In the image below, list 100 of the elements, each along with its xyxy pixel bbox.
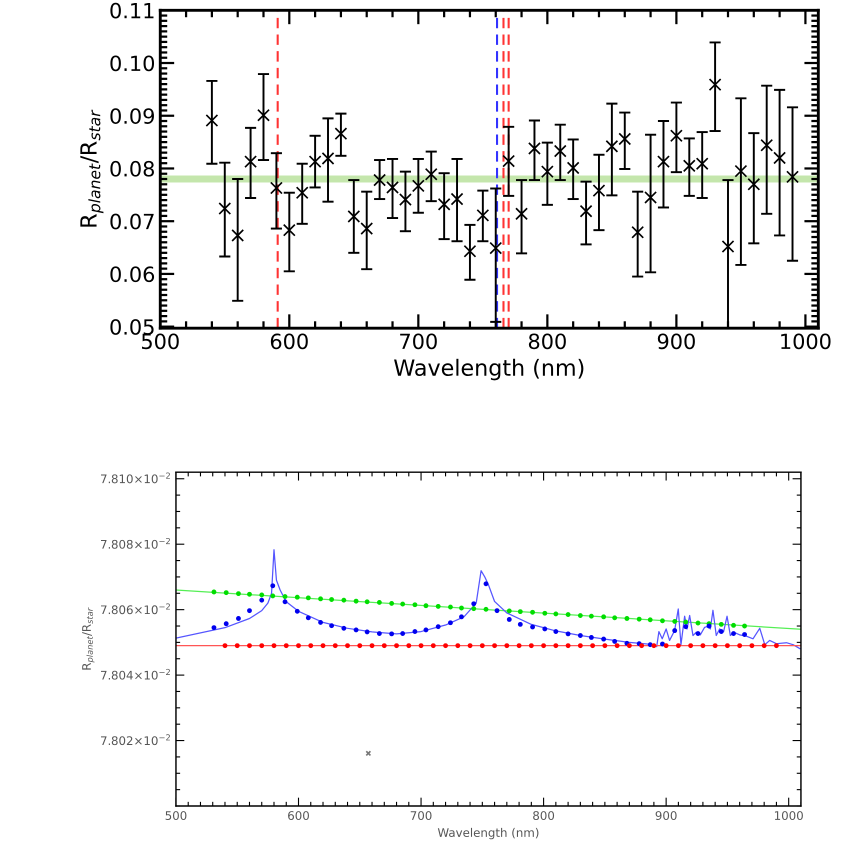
point (624, 616, 630, 621)
point (259, 643, 264, 648)
point (718, 622, 724, 627)
point (773, 152, 786, 164)
point (438, 198, 451, 211)
point (712, 643, 718, 648)
point (270, 593, 276, 598)
y-tick-label: 7.810×10$^{−2}$ (101, 472, 170, 484)
point (601, 614, 606, 620)
point (742, 624, 747, 628)
point (626, 643, 632, 648)
point (631, 226, 644, 239)
point (448, 604, 453, 610)
point (424, 603, 428, 608)
point (683, 624, 688, 630)
point (528, 643, 534, 648)
point (212, 590, 216, 594)
x-tick-label: 500 (142, 333, 179, 350)
point (541, 643, 546, 648)
point (376, 600, 382, 605)
point (389, 631, 394, 636)
point (731, 622, 736, 628)
point (588, 614, 594, 619)
y-tick-label: 0.11 (110, 2, 154, 18)
line-series (176, 549, 800, 650)
point (247, 608, 252, 614)
point (700, 643, 706, 648)
point (506, 617, 512, 622)
point (282, 594, 288, 599)
point (614, 643, 620, 648)
point (494, 608, 500, 614)
point (400, 602, 406, 607)
point (708, 78, 722, 92)
point (602, 643, 608, 648)
x-tick-label: 1000 (781, 333, 831, 350)
point (734, 164, 748, 178)
point (518, 622, 523, 627)
point (365, 750, 372, 756)
point (282, 599, 288, 604)
x-tick-label: 900 (656, 811, 677, 820)
y-tick-label: 0.10 (110, 55, 154, 72)
x-tick-label: 1000 (774, 811, 803, 820)
point (515, 207, 528, 220)
point (296, 186, 309, 200)
point (618, 132, 632, 146)
point (471, 606, 476, 612)
point (566, 631, 571, 636)
point (786, 170, 799, 184)
point (672, 628, 678, 634)
point (471, 601, 476, 606)
x-tick-label: 500 (166, 811, 186, 820)
point (664, 643, 669, 648)
point (247, 643, 252, 648)
x-axis-title: Wavelength (nm) (438, 828, 538, 840)
x-tick-label: 800 (533, 811, 554, 820)
point (294, 594, 300, 600)
point (749, 643, 754, 648)
point (651, 643, 656, 648)
point (484, 581, 488, 586)
point (566, 612, 571, 617)
point (747, 178, 760, 191)
point (236, 591, 241, 596)
y-tick-label: 7.802×10$^{−2}$ (101, 734, 170, 746)
x-tick-label: 700 (410, 811, 432, 820)
point (480, 643, 485, 648)
point (306, 595, 311, 600)
point (660, 642, 665, 646)
point (578, 643, 583, 648)
point (218, 202, 232, 215)
point (373, 174, 386, 186)
point (554, 144, 567, 158)
point (484, 606, 488, 612)
point (553, 629, 558, 634)
point (259, 592, 264, 598)
y-tick-label: 0.06 (110, 266, 154, 282)
point (236, 616, 241, 621)
point (412, 179, 425, 192)
point (360, 222, 374, 235)
point (231, 229, 244, 242)
point (257, 108, 270, 122)
point (329, 623, 334, 628)
point (345, 643, 350, 648)
point (294, 608, 300, 614)
point (394, 643, 399, 648)
point (424, 168, 438, 181)
point (476, 209, 490, 222)
point (612, 638, 618, 644)
point (332, 643, 338, 648)
x-tick-label: 800 (528, 333, 566, 350)
point (400, 631, 406, 636)
point (553, 611, 558, 616)
point (341, 626, 346, 631)
point (504, 643, 510, 648)
point (590, 643, 596, 648)
point (320, 643, 326, 648)
point (389, 601, 394, 606)
x-tick-label: 600 (288, 811, 309, 820)
point (364, 599, 370, 604)
point (224, 621, 229, 626)
point (644, 191, 657, 204)
